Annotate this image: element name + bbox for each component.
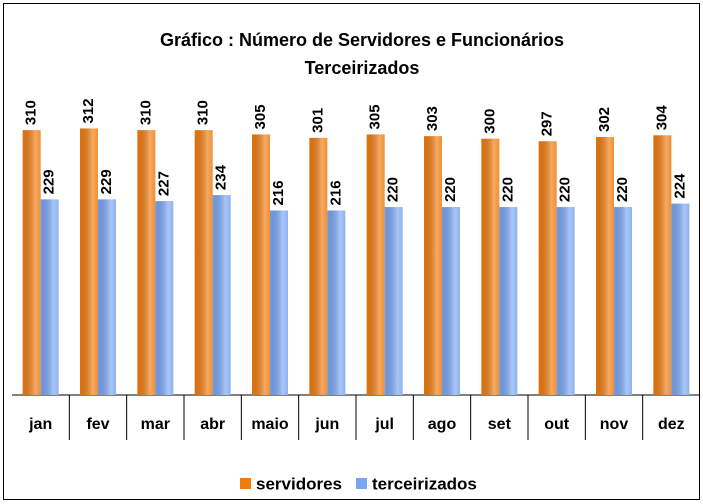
value-label: 216 [327, 180, 344, 205]
value-label: 303 [424, 106, 441, 131]
value-label: 229 [98, 169, 115, 194]
value-label: 220 [614, 177, 631, 202]
bar-shine [614, 207, 632, 395]
value-label: 224 [671, 173, 688, 199]
x-tick-label: maio [251, 416, 289, 433]
x-tick-label: fev [86, 416, 109, 433]
bar-shine [424, 136, 442, 395]
value-label: 301 [309, 108, 326, 133]
bar-shine [596, 137, 614, 395]
value-label: 305 [252, 104, 269, 129]
x-tick-label: set [488, 416, 512, 433]
value-label: 229 [41, 169, 58, 194]
bar-shine [155, 201, 174, 395]
value-label: 297 [539, 111, 556, 136]
value-label: 234 [213, 164, 230, 190]
chart-frame [3, 3, 700, 500]
chart-title: Gráfico : Número de Servidores e Funcion… [159, 30, 565, 78]
bar-shine [80, 128, 98, 395]
value-label: 220 [499, 177, 516, 202]
x-tick-label: abr [200, 416, 225, 433]
legend-label: servidores [256, 474, 342, 493]
bar-shine [481, 138, 500, 395]
value-label: 220 [442, 177, 459, 202]
value-label: 310 [137, 100, 154, 125]
bar-shine [98, 199, 116, 395]
bar-shine [442, 207, 460, 395]
legend-swatch [356, 478, 367, 489]
bar-shine [40, 199, 59, 395]
value-label: 220 [557, 177, 574, 202]
x-tick-label: out [544, 416, 570, 433]
value-label: 304 [653, 105, 670, 131]
value-label: 305 [367, 104, 384, 129]
bar-shine [366, 134, 385, 395]
value-label: 310 [23, 100, 40, 125]
bar-shine [22, 130, 41, 395]
legend-swatch [240, 478, 251, 489]
x-tick-label: ago [428, 416, 457, 433]
value-label: 220 [385, 177, 402, 202]
x-tick-label: jan [28, 416, 52, 433]
x-tick-label: mar [141, 416, 170, 433]
bar-shine [194, 130, 213, 395]
value-label: 300 [481, 109, 498, 134]
value-label: 312 [80, 98, 97, 123]
x-tick-label: dez [658, 416, 685, 433]
value-label: 302 [596, 107, 613, 132]
bar-shine [309, 137, 328, 396]
bar-shine [384, 207, 403, 395]
bar-shine [252, 134, 270, 395]
value-label: 216 [270, 180, 287, 205]
legend-label: terceirizados [372, 474, 477, 493]
value-label: 310 [195, 100, 212, 125]
bar-shine [270, 210, 288, 395]
bar-shine [538, 141, 557, 395]
bar-shine [499, 207, 518, 395]
value-label: 227 [155, 171, 172, 196]
bar-shine [327, 210, 346, 395]
bar-shine [212, 195, 231, 395]
bar-shine [671, 203, 690, 395]
bar-shine [653, 135, 672, 395]
bar-shine [137, 130, 156, 395]
x-tick-label: nov [600, 416, 629, 433]
x-tick-label: jul [374, 416, 394, 433]
bar-shine [556, 207, 575, 395]
x-tick-label: jun [314, 416, 339, 433]
